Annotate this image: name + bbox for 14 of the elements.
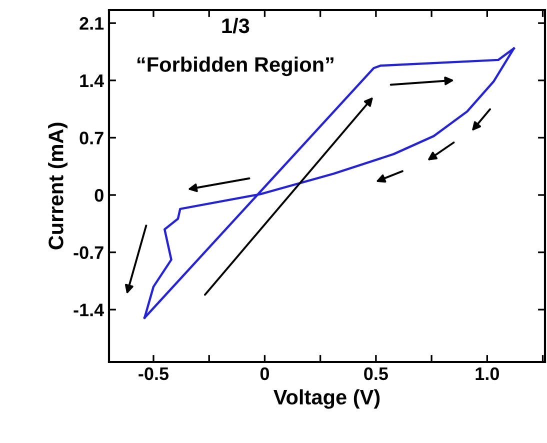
y-tick-label: -0.7 [74,246,104,260]
y-tick-label: -1.4 [74,304,104,316]
y-tick-label: 1.4 [80,74,104,87]
x-tick-label: -0.5 [138,367,169,380]
x-tick-label: 1.0 [476,367,499,380]
annotation: 1/3 [222,18,250,34]
y-axis-title: Current (mA) [48,122,68,250]
annotation: “Forbidden Region” [137,56,334,76]
y-tick-label: 2.1 [80,17,104,30]
y-tick-label: 0 [94,188,104,202]
x-axis-title: Voltage (V) [274,389,380,409]
x-tick-label: 0.5 [364,367,388,380]
x-tick-label: 0 [260,367,269,380]
y-tick-label: 0.7 [80,132,104,144]
